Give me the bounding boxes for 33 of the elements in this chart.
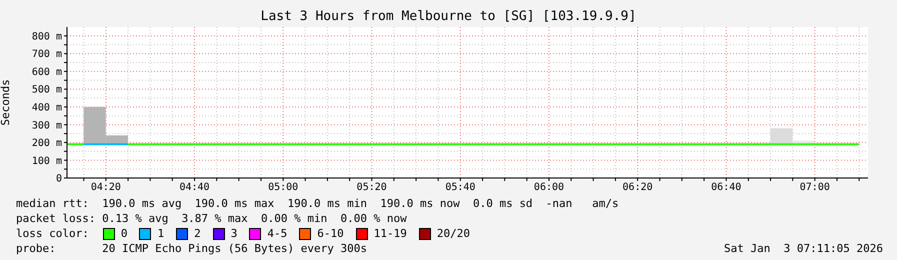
text: packet loss: 0.13 % avg 3.87 % max 0.00 % min 0.00 % now bbox=[16, 211, 408, 226]
x-tick-label: 07:00 bbox=[800, 182, 830, 194]
legend-label: 20/20 bbox=[436, 226, 470, 241]
y-tick-label: 300 m bbox=[32, 120, 62, 132]
text: median rtt: 190.0 ms avg 190.0 ms max 190.0 ms min 190.0 ms now 0.0 ms sd -nan am/s bbox=[16, 196, 620, 211]
legend-label: 2 bbox=[194, 226, 201, 241]
y-tick-label: 500 m bbox=[32, 84, 62, 96]
x-tick-label: 04:20 bbox=[90, 182, 121, 194]
chart-title: Last 3 Hours from Melbourne to [SG] [103.19.9.9] bbox=[260, 9, 638, 24]
legend-label: 3 bbox=[230, 226, 238, 241]
text: probe: 20 ICMP Echo Pings (56 Bytes) every 300s bbox=[16, 242, 367, 255]
legend-title: loss color: bbox=[16, 226, 89, 241]
y-tick-label: 700 m bbox=[32, 49, 62, 60]
y-tick-label: 400 m bbox=[32, 102, 62, 114]
legend-label: 0 bbox=[120, 226, 128, 241]
x-tick-label: 06:00 bbox=[534, 182, 564, 194]
x-tick-label: 05:00 bbox=[268, 182, 298, 194]
y-tick-label: 0 bbox=[56, 174, 62, 185]
x-tick-label: 05:20 bbox=[356, 182, 387, 194]
legend-label: 1 bbox=[157, 226, 164, 241]
y-tick-label: 200 m bbox=[32, 138, 62, 150]
x-tick-label: 06:20 bbox=[622, 182, 653, 194]
y-tick-label: 600 m bbox=[32, 66, 62, 78]
x-tick-label: 04:40 bbox=[179, 182, 210, 194]
legend-label: 6-10 bbox=[317, 226, 344, 241]
y-axis-title: Seconds bbox=[0, 79, 12, 126]
legend-label: 4-5 bbox=[267, 226, 288, 241]
y-tick-label: 100 m bbox=[32, 156, 62, 167]
legend-label: 11-19 bbox=[374, 226, 407, 241]
text: Sat Jan 3 07:11:05 2026 bbox=[724, 241, 883, 256]
x-tick-label: 05:40 bbox=[445, 182, 476, 194]
y-tick-label: 800 m bbox=[32, 31, 62, 42]
x-tick-label: 06:40 bbox=[711, 182, 742, 194]
